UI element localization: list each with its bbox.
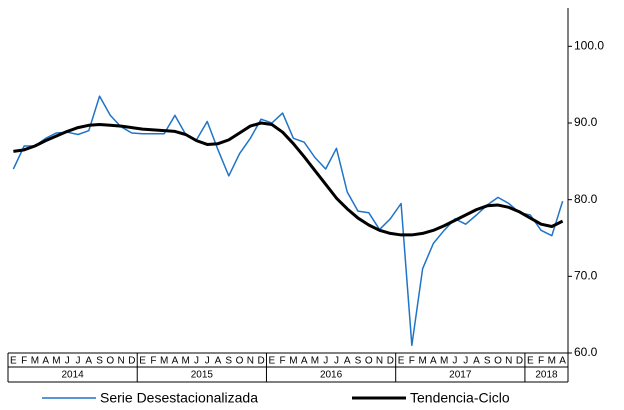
x-tick-label: N	[117, 356, 124, 367]
x-tick-label: J	[452, 356, 457, 367]
x-tick-label: A	[430, 356, 437, 367]
x-tick-label: N	[247, 356, 254, 367]
x-tick-label: E	[398, 356, 405, 367]
x-tick-label: O	[106, 356, 114, 367]
x-tick-label: A	[473, 356, 480, 367]
x-tick-label: D	[257, 356, 264, 367]
year-label: 2016	[320, 370, 343, 381]
x-tick-label: A	[301, 356, 308, 367]
x-tick-label: E	[139, 356, 146, 367]
x-tick-label: S	[96, 356, 103, 367]
x-tick-label: A	[344, 356, 351, 367]
x-tick-label: N	[505, 356, 512, 367]
year-label: 2017	[449, 370, 472, 381]
y-tick-label: 60.0	[574, 345, 598, 359]
year-label: 2014	[61, 370, 84, 381]
x-tick-label: E	[269, 356, 276, 367]
x-tick-label: F	[538, 356, 544, 367]
x-tick-label: S	[484, 356, 491, 367]
x-tick-label: F	[280, 356, 286, 367]
x-tick-label: A	[215, 356, 222, 367]
x-tick-label: S	[355, 356, 362, 367]
x-tick-label: D	[516, 356, 523, 367]
x-tick-label: J	[205, 356, 210, 367]
series-line	[12, 95, 564, 347]
x-tick-label: A	[172, 356, 179, 367]
x-tick-label: A	[85, 356, 92, 367]
x-tick-label: E	[527, 356, 534, 367]
y-tick-label: 80.0	[574, 192, 598, 206]
x-tick-label: S	[225, 356, 232, 367]
x-tick-label: J	[334, 356, 339, 367]
x-tick-label: D	[128, 356, 135, 367]
x-tick-label: M	[418, 356, 426, 367]
x-tick-label: J	[194, 356, 199, 367]
x-tick-label: A	[559, 356, 566, 367]
x-tick-label: M	[160, 356, 168, 367]
x-tick-label: N	[376, 356, 383, 367]
x-tick-label: J	[463, 356, 468, 367]
y-tick-label: 90.0	[574, 115, 598, 129]
x-tick-label: M	[182, 356, 190, 367]
x-tick-label: F	[150, 356, 156, 367]
year-label: 2015	[191, 370, 214, 381]
legend-label: Serie Desestacionalizada	[100, 390, 258, 406]
x-tick-label: J	[323, 356, 328, 367]
year-label: 2018	[535, 370, 558, 381]
x-tick-label: F	[409, 356, 415, 367]
x-tick-label: F	[21, 356, 27, 367]
x-tick-label: M	[31, 356, 39, 367]
series-line	[13, 121, 564, 237]
x-tick-label: A	[42, 356, 49, 367]
x-tick-label: E	[10, 356, 17, 367]
x-tick-label: M	[548, 356, 556, 367]
x-tick-label: M	[440, 356, 448, 367]
x-tick-label: M	[289, 356, 297, 367]
x-tick-label: J	[65, 356, 70, 367]
legend-label: Tendencia-Ciclo	[410, 390, 510, 406]
x-tick-label: O	[236, 356, 244, 367]
x-tick-label: O	[365, 356, 373, 367]
x-tick-label: J	[76, 356, 81, 367]
x-tick-label: M	[52, 356, 60, 367]
x-tick-label: O	[494, 356, 502, 367]
y-tick-label: 70.0	[574, 269, 598, 283]
y-tick-label: 100.0	[574, 39, 604, 53]
x-tick-label: D	[387, 356, 394, 367]
x-tick-label: M	[311, 356, 319, 367]
